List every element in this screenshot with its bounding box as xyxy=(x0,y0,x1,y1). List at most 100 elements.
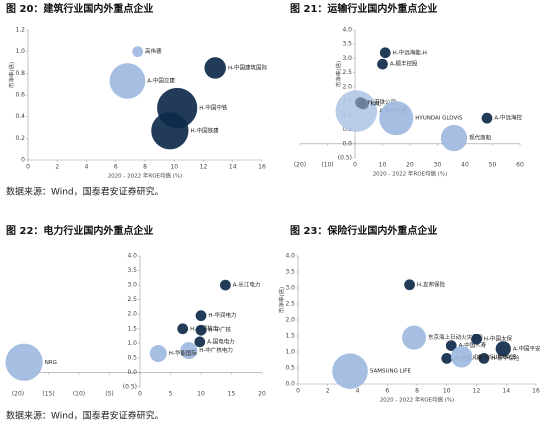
y-tick-label: 0.8 xyxy=(15,70,25,77)
bubble-label: H-华润电力 xyxy=(208,311,236,319)
bubble-label: 高伟德 xyxy=(145,47,162,55)
bubble-label: DB INSURANCE xyxy=(474,354,516,360)
bubble xyxy=(5,343,43,381)
y-tick-label: 1.5 xyxy=(285,333,295,340)
y-axis-label: 市净率(倍) xyxy=(8,62,16,88)
y-tick-label: 4.0 xyxy=(285,253,295,260)
x-tick-label: (10) xyxy=(321,162,333,169)
y-tick-label: 0.0 xyxy=(127,369,137,376)
bubble-label: 东京海上日动火灾保险 xyxy=(428,333,484,341)
bubble xyxy=(478,353,490,364)
bubble-label: A-顺丰控股 xyxy=(390,60,418,68)
bubble xyxy=(495,341,511,357)
bubble xyxy=(177,323,189,335)
bubble-label: H-中广核电力 xyxy=(199,346,233,354)
y-tick-label: 2.0 xyxy=(285,317,295,324)
x-tick-label: 16 xyxy=(532,388,540,395)
bubble-label: A-长江电力 xyxy=(233,281,261,289)
x-tick-label: (20) xyxy=(12,391,24,398)
bubble xyxy=(109,63,146,99)
x-tick-label: 10 xyxy=(197,391,205,398)
bubble xyxy=(194,336,206,348)
bubble-label: A-中国交建 xyxy=(147,76,175,84)
x-tick-label: (15) xyxy=(42,391,54,398)
bubble-label: A-国电电力 xyxy=(207,337,235,345)
y-tick-label: 2.5 xyxy=(342,69,352,76)
x-tick-label: 0 xyxy=(138,391,142,398)
y-tick-label: 4.0 xyxy=(342,27,352,34)
chart-title: 图 21：运输行业国内外重点企业 xyxy=(290,2,437,15)
y-tick-label: 2.5 xyxy=(285,301,295,308)
bubble xyxy=(195,310,207,322)
bubble-label: 现代商船 xyxy=(469,134,492,142)
bubble-label: A-中国人寿 xyxy=(459,341,487,349)
x-tick-label: 6 xyxy=(114,164,118,171)
y-tick-label: 3.5 xyxy=(285,269,295,276)
x-tick-label: 20 xyxy=(258,391,266,398)
y-tick-label: 3.5 xyxy=(342,41,352,48)
bubble-label: H-友邦保险 xyxy=(417,280,446,288)
y-tick-label: 0.5 xyxy=(285,365,295,372)
y-tick-label: 3.5 xyxy=(127,267,137,274)
y-tick-label: 1.0 xyxy=(127,340,137,347)
x-tick-label: 20 xyxy=(406,162,414,169)
x-tick-label: 5 xyxy=(169,391,173,398)
chart-title: 图 20：建筑行业国内外重点企业 xyxy=(6,2,153,15)
chart-title: 图 23：保险行业国内外重点企业 xyxy=(290,224,437,237)
x-tick-label: 12 xyxy=(200,164,208,171)
x-tick-label: 16 xyxy=(258,164,266,171)
x-tick-label: 14 xyxy=(229,164,237,171)
bubble-label: HYUNDAI GLOVIS xyxy=(415,116,463,122)
bubble-label: SAMSUNG LIFE xyxy=(370,369,412,375)
y-tick-label: 1.5 xyxy=(127,325,137,332)
y-tick-label: 0.4 xyxy=(15,113,25,120)
bubble xyxy=(440,124,468,152)
y-tick-label: 1.2 xyxy=(15,27,25,34)
bubble xyxy=(132,46,144,58)
bubble-label: A-中远海控 xyxy=(494,114,522,122)
x-tick-label: 12 xyxy=(473,388,481,395)
x-tick-label: 15 xyxy=(228,391,236,398)
x-tick-label: 10 xyxy=(379,162,387,169)
y-tick-label: 2.0 xyxy=(127,311,137,318)
x-tick-label: 10 xyxy=(443,388,451,395)
bubble-label: KAL xyxy=(371,101,382,107)
x-tick-label: (5) xyxy=(105,391,114,398)
x-axis-label: 2020 - 2022 年ROE均值 (%) xyxy=(380,396,455,404)
bubble xyxy=(335,90,378,132)
bubble xyxy=(402,325,427,350)
bubble xyxy=(379,101,414,136)
x-tick-label: 30 xyxy=(434,162,442,169)
x-tick-label: (20) xyxy=(294,162,306,169)
x-tick-label: 0 xyxy=(296,388,300,395)
y-tick-label: 0 xyxy=(21,157,25,164)
x-tick-label: 0 xyxy=(353,162,357,169)
y-tick-label: 1.0 xyxy=(15,48,25,55)
x-tick-label: 2 xyxy=(55,164,59,171)
y-tick-label: 2.5 xyxy=(127,296,137,303)
bubble-label: NRG xyxy=(45,360,57,366)
bubble xyxy=(149,345,167,363)
bubble-label: H-中远海能-H xyxy=(393,48,427,56)
y-tick-label: (0.5) xyxy=(123,384,137,391)
bubble xyxy=(379,47,391,59)
bubble xyxy=(377,58,388,70)
bubble-label: H-中国中铁 xyxy=(199,104,228,112)
x-tick-label: 10 xyxy=(170,164,178,171)
bubble xyxy=(151,112,189,150)
bubble xyxy=(332,353,368,390)
x-axis-label: 2020 - 2022 年ROE均值 (%) xyxy=(373,170,448,178)
bubble xyxy=(195,324,207,336)
bubble xyxy=(441,353,453,364)
x-tick-label: 2 xyxy=(326,388,330,395)
bubble-label: H-华能国际 xyxy=(169,349,198,357)
source: 数据来源：Wind，国泰君安证券研究。 xyxy=(6,186,164,198)
bubble-label: A-中国平安 xyxy=(513,344,541,352)
bubble xyxy=(357,98,369,110)
y-tick-label: 0.0 xyxy=(342,140,352,147)
bubble xyxy=(220,279,231,291)
x-axis-label: 2020 - 2022 年ROE均值 (%) xyxy=(108,172,183,180)
bubble-label: H-中国太保 xyxy=(484,335,513,343)
bubble xyxy=(204,57,226,79)
